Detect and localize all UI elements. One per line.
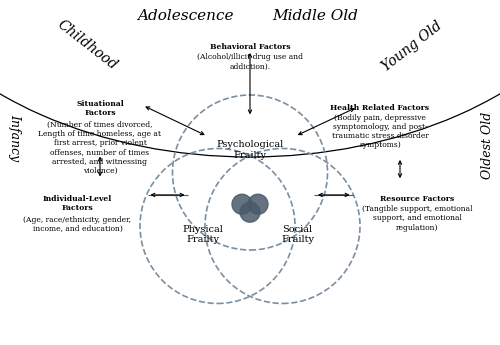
Text: Middle Old: Middle Old bbox=[272, 9, 358, 22]
Text: (Age, race/ethnicity, gender,
income, and education): (Age, race/ethnicity, gender, income, an… bbox=[24, 216, 132, 233]
Text: Infancy: Infancy bbox=[8, 115, 22, 161]
Ellipse shape bbox=[240, 202, 260, 222]
Text: Oldest Old: Oldest Old bbox=[481, 111, 494, 178]
Text: Social
Frailty: Social Frailty bbox=[281, 225, 314, 244]
Text: Young Old: Young Old bbox=[380, 19, 445, 74]
Text: (Alcohol/illicit drug use and
addiction).: (Alcohol/illicit drug use and addiction)… bbox=[197, 53, 303, 71]
Text: Situational
Factors: Situational Factors bbox=[76, 100, 124, 117]
Text: Adolescence: Adolescence bbox=[137, 9, 233, 22]
Text: Physical
Frailty: Physical Frailty bbox=[182, 225, 223, 244]
Text: Individual-Level
Factors: Individual-Level Factors bbox=[43, 195, 112, 212]
Text: (Tangible support, emotional
support, and emotional
regulation): (Tangible support, emotional support, an… bbox=[362, 205, 473, 232]
Ellipse shape bbox=[248, 194, 268, 214]
Text: Behavioral Factors: Behavioral Factors bbox=[210, 43, 290, 51]
Text: Psychological
Frailty: Psychological Frailty bbox=[216, 140, 284, 160]
Text: Health Related Factors: Health Related Factors bbox=[330, 104, 430, 111]
Text: Resource Factors: Resource Factors bbox=[380, 195, 454, 203]
Text: (Bodily pain, depressive
symptomology, and post-
traumatic stress disorder
sympt: (Bodily pain, depressive symptomology, a… bbox=[332, 114, 428, 149]
Text: (Number of times divorced,
Length of time homeless, age at
first arrest, prior v: (Number of times divorced, Length of tim… bbox=[38, 121, 162, 175]
Ellipse shape bbox=[232, 194, 252, 214]
Text: Childhood: Childhood bbox=[55, 17, 120, 72]
